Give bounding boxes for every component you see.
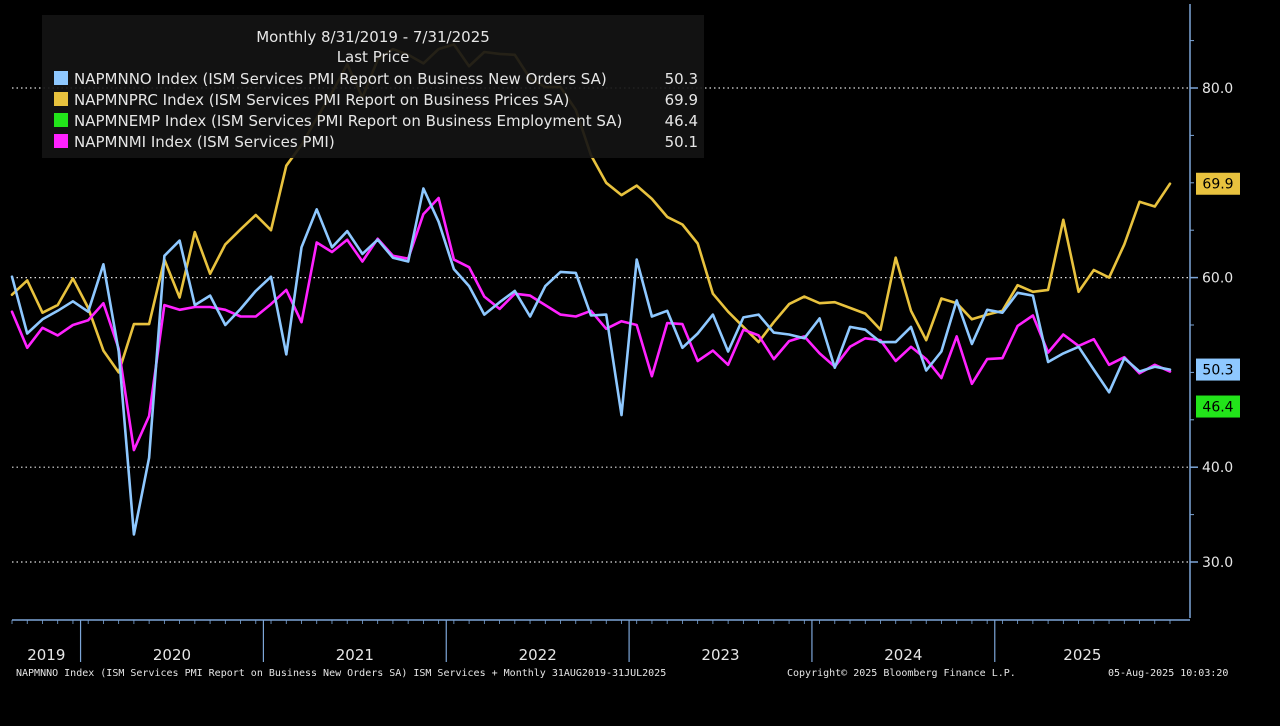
- x-tick-label: 2021: [336, 646, 374, 664]
- last-value-text: 69.9: [1202, 177, 1233, 193]
- last-value-text: 50.3: [1202, 363, 1233, 379]
- y-tick-label: 80.0: [1202, 81, 1233, 97]
- chart-title: Monthly 8/31/2019 - 7/31/2025: [256, 28, 490, 46]
- last-value-badge: [1196, 172, 1240, 195]
- footer-timestamp: 05-Aug-2025 10:03:20: [1108, 668, 1229, 679]
- legend-swatch: [54, 92, 68, 106]
- legend-label: NAPMNEMP Index (ISM Services PMI Report …: [74, 112, 622, 130]
- legend-value: 46.4: [665, 112, 698, 130]
- series-line-new-orders: [10, 187, 1172, 536]
- legend-label: NAPMNPRC Index (ISM Services PMI Report …: [74, 91, 569, 109]
- legend: Monthly 8/31/2019 - 7/31/2025 Last Price N…: [42, 15, 704, 158]
- last-value-badge: [1196, 395, 1240, 418]
- y-tick-label: 30.0: [1202, 555, 1233, 571]
- footer-copyright: Copyright© 2025 Bloomberg Finance L.P.: [787, 668, 1016, 679]
- legend-value: 69.9: [665, 91, 698, 109]
- gridlines: [12, 87, 1188, 563]
- x-tick-label: 2020: [153, 646, 191, 664]
- x-tick-label: 2019: [27, 646, 65, 664]
- legend-swatch: [54, 134, 68, 148]
- last-value-badge: [1196, 358, 1240, 381]
- legend-swatch: [54, 71, 68, 85]
- legend-box: [42, 15, 704, 158]
- legend-label: NAPMNNO Index (ISM Services PMI Report o…: [74, 70, 607, 88]
- series-line-services-pmi: [10, 196, 1172, 452]
- x-tick-label: 2024: [884, 646, 922, 664]
- y-tick-label: 60.0: [1202, 271, 1233, 287]
- x-tick-label: 2023: [701, 646, 739, 664]
- legend-value: 50.1: [665, 133, 698, 151]
- last-value-text: 46.4: [1202, 400, 1233, 416]
- legend-value: 50.3: [665, 70, 698, 88]
- x-tick-label: 2025: [1063, 646, 1101, 664]
- axes: 30.0 40.0 60.0 80.0 2019 2020 2021 2022 2023 2024…: [11, 4, 1233, 664]
- footer-description: NAPMNNO Index (ISM Services PMI Report o…: [16, 668, 667, 679]
- last-value-labels: 69.9 50.3 46.4: [1196, 172, 1240, 418]
- y-tick-label: 40.0: [1202, 460, 1233, 476]
- chart-subtitle: Last Price: [337, 48, 410, 66]
- legend-label: NAPMNMI Index (ISM Services PMI): [74, 133, 335, 151]
- x-tick-label: 2022: [519, 646, 557, 664]
- legend-swatch: [54, 113, 68, 127]
